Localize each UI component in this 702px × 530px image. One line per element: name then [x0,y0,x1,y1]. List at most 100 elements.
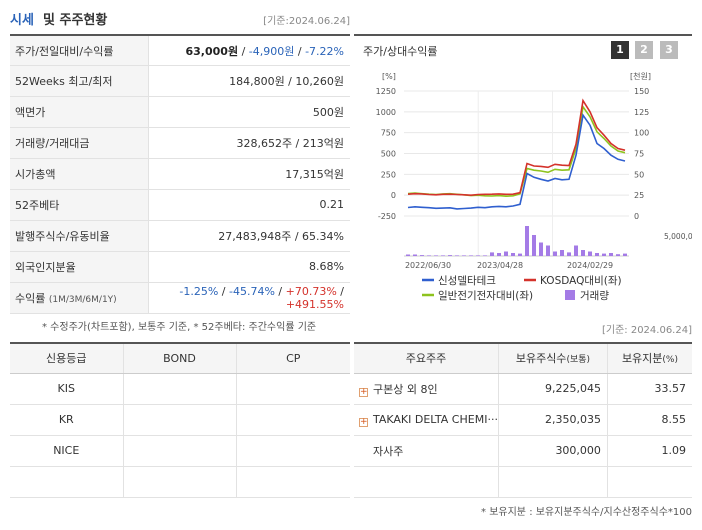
section-title-quote: 시세 [10,13,34,28]
volume-bar [574,245,578,256]
volume-bar [483,255,487,256]
x-tick-label: 2022/06/30 [405,261,451,270]
volume-bar [539,242,543,256]
chart-lines [407,98,626,210]
table-row [10,466,350,498]
volume-bar [525,226,529,256]
table-header-row: 신용등급 BOND CP [10,342,350,374]
bond-rating [123,435,237,467]
return-6m: +70.73% [285,284,337,298]
table-row: KR [10,404,350,436]
separator: / [294,44,306,58]
table-row: 액면가 500원 [10,96,350,129]
bond-rating [123,373,237,405]
empty-cell [354,466,499,498]
right-tick-label: 100 [634,129,649,138]
column-header: CP [236,342,350,374]
shareholder-name-cell: + 구본상 외 8인 [354,373,499,405]
chart-panel: 주가/상대수익률 1 2 3 [%] [천원] 1250 1000 750 500 25… [354,34,692,311]
price-change: -4,900원 [248,44,295,58]
volume-bar [504,251,508,256]
legend-label: 일반전기전자대비(좌) [438,289,533,302]
x-tick-label: 2024/02/29 [567,261,613,270]
right-tick-label: 75 [634,150,644,159]
quote-footnote: * 수정주가(차트포함), 보통주 기준, * 52주베타: 주간수익률 기준 [42,322,317,333]
left-tick-label: 1250 [376,87,396,96]
left-axis: 1250 1000 750 500 250 0 -250 [376,87,396,221]
left-tick-label: 0 [391,191,396,200]
left-tick-label: 1000 [376,108,396,117]
volume-bar [567,252,571,256]
volume-bar [609,253,613,256]
table-row: 거래량/거래대금 328,652주 / 213억원 [10,127,350,160]
table-row: 52Weeks 최고/최저 184,800원 / 10,260원 [10,65,350,98]
header-sub: (보통) [566,355,591,366]
volume-bar [427,255,431,256]
chart-page-2-button[interactable]: 2 [635,41,653,59]
row-value: 0.21 [148,189,350,221]
return-1y: +491.55% [285,297,344,311]
shares-held: 9,225,045 [498,373,608,405]
volume-bar [518,253,522,256]
shareholder-name: 구본상 외 8인 [373,382,438,396]
right-axis: 150 125 100 75 50 25 0 [634,87,649,221]
agency-name: NICE [10,435,124,467]
expand-plus-icon[interactable]: + [359,416,368,427]
table-header-row: 주요주주 보유주식수(보통) 보유지분(%) [354,342,692,374]
credit-rating-table: 신용등급 BOND CP KIS KR NICE [10,342,350,498]
current-price: 63,000원 [185,44,239,58]
volume-bar [553,251,557,256]
left-tick-label: 500 [381,150,396,159]
volume-bars [406,226,627,256]
price-change-rate: -7.22% [305,44,344,58]
right-tick-label: 50 [634,170,644,179]
table-row: 시가총액 17,315억원 [10,158,350,190]
series-line [407,113,626,210]
volume-bar [406,254,410,256]
shareholder-name: TAKAKI DELTA CHEMI··· [373,412,498,426]
table-row: 발행주식수/유동비율 27,483,948주 / 65.34% [10,220,350,252]
agency-name: KR [10,404,124,436]
table-row: 수익률 (1M/3M/6M/1Y) -1.25% / -45.74% / +70… [10,282,350,314]
volume-bar [469,255,473,256]
cp-rating [236,404,350,436]
volume-bar [441,255,445,256]
right-tick-label: 25 [634,191,644,200]
legend-label: 신성델타테크 [438,275,496,287]
volume-bar [490,252,494,256]
row-label: 외국인지분율 [10,251,149,283]
chart-page-3-button[interactable]: 3 [660,41,678,59]
legend-label: KOSDAQ대비(좌) [540,275,622,287]
chart-page-1-button[interactable]: 1 [611,41,629,59]
left-tick-label: 250 [381,170,396,179]
row-label: 거래량/거래대금 [10,127,149,160]
left-tick-label: 750 [381,129,396,138]
return-1m: -1.25% [179,284,219,298]
cp-rating [236,435,350,467]
header-text: 보유지분 [621,352,663,366]
row-label: 시가총액 [10,158,149,190]
cp-rating [236,373,350,405]
ownership-pct: 8.55 [607,404,692,436]
x-axis: 2022/06/30 2023/04/28 2024/02/29 [405,261,613,270]
volume-bar [420,255,424,256]
x-tick-label: 2023/04/28 [477,261,523,270]
table-row: 52주베타 0.21 [10,189,350,221]
row-label: 액면가 [10,96,149,129]
chart-grid [404,90,629,257]
header-sub: (%) [662,355,678,366]
header-text: 보유주식수 [515,352,567,366]
ownership-pct: 33.57 [607,373,692,405]
chart-reference-date: [기준: 2024.06.24] [601,325,692,336]
shareholder-name-cell: 자사주 [354,435,499,467]
quote-table: 주가/전일대비/수익률 63,000원 / -4,900원 / -7.22% 5… [10,34,350,314]
expand-plus-icon[interactable]: + [359,386,368,397]
return-label: 수익률 [15,291,46,305]
table-row: + TAKAKI DELTA CHEMI··· 2,350,035 8.55 [354,404,692,436]
right-tick-label: 0 [634,212,639,221]
row-value: 328,652주 / 213억원 [148,127,350,160]
agency-name: KIS [10,373,124,405]
table-row: 자사주 300,000 1.09 [354,435,692,467]
empty-cell [498,466,608,498]
row-label: 발행주식수/유동비율 [10,220,149,252]
